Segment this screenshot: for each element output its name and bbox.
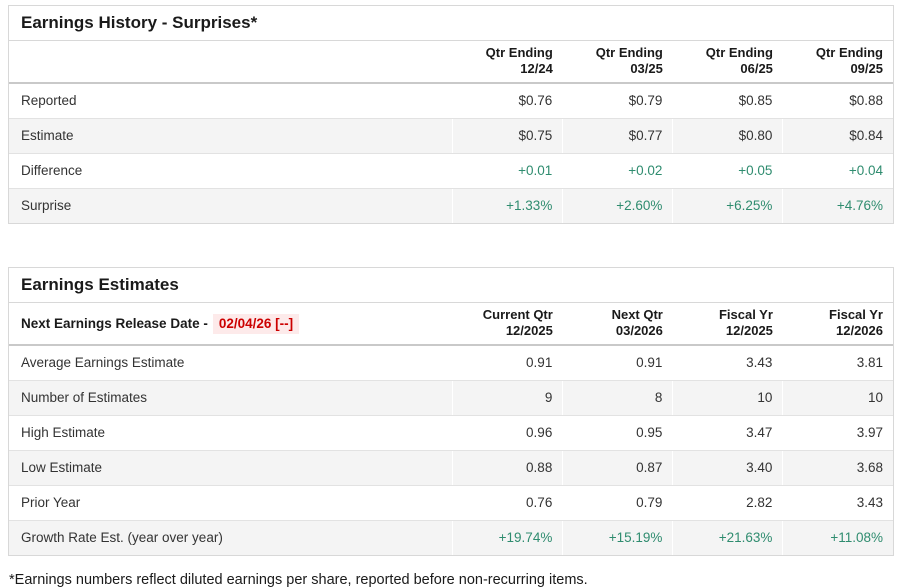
next-earnings-release: Next Earnings Release Date -02/04/26 [--… xyxy=(9,303,453,346)
row-value: 3.68 xyxy=(782,450,893,486)
row-value: 3.97 xyxy=(782,415,893,451)
row-value: $0.80 xyxy=(672,118,783,154)
earnings-history-table: Qtr Ending 12/24 Qtr Ending 03/25 Qtr En… xyxy=(9,41,893,223)
row-value: 0.76 xyxy=(452,485,563,521)
row-value: 9 xyxy=(452,380,563,416)
row-value: $0.75 xyxy=(452,118,563,154)
row-label: Difference xyxy=(9,153,453,189)
row-value: 0.95 xyxy=(562,415,673,451)
row-value: 0.91 xyxy=(562,345,673,381)
row-value: +0.05 xyxy=(672,153,783,189)
row-value: $0.85 xyxy=(672,83,783,119)
earnings-history-card: Earnings History - Surprises* Qtr Ending… xyxy=(8,5,894,224)
row-value: 8 xyxy=(562,380,673,416)
row-value: 3.40 xyxy=(672,450,783,486)
table-row: Surprise +1.33% +2.60% +6.25% +4.76% xyxy=(9,188,893,223)
row-value: $0.76 xyxy=(452,83,563,119)
table-row: Reported $0.76 $0.79 $0.85 $0.88 xyxy=(9,83,893,119)
row-value: 3.43 xyxy=(782,485,893,521)
row-value: 3.43 xyxy=(672,345,783,381)
row-label: Average Earnings Estimate xyxy=(9,345,453,381)
row-label: Reported xyxy=(9,83,453,119)
column-header-qtr-0625: Qtr Ending 06/25 xyxy=(672,41,783,84)
column-header-qtr-0325: Qtr Ending 03/25 xyxy=(562,41,673,84)
row-value: 3.81 xyxy=(782,345,893,381)
column-header-qtr-0925: Qtr Ending 09/25 xyxy=(782,41,893,84)
row-value: 0.79 xyxy=(562,485,673,521)
column-header-qtr-1224: Qtr Ending 12/24 xyxy=(452,41,563,84)
row-value: +15.19% xyxy=(562,520,673,555)
earnings-history-body: Reported $0.76 $0.79 $0.85 $0.88 Estimate $0.7… xyxy=(9,83,893,223)
row-value: $0.79 xyxy=(562,83,673,119)
row-value: +0.01 xyxy=(452,153,563,189)
table-row: Low Estimate 0.88 0.87 3.40 3.68 xyxy=(9,450,893,486)
header-spacer xyxy=(9,41,453,84)
earnings-estimates-table: Next Earnings Release Date -02/04/26 [--… xyxy=(9,303,893,555)
row-value: 0.91 xyxy=(452,345,563,381)
table-row: Growth Rate Est. (year over year) +19.74%… xyxy=(9,520,893,555)
earnings-estimates-card: Earnings Estimates Next Earnings Release… xyxy=(8,267,894,556)
release-date-label: Next Earnings Release Date - xyxy=(21,315,208,331)
row-value: 3.47 xyxy=(672,415,783,451)
table-row: High Estimate 0.96 0.95 3.47 3.97 xyxy=(9,415,893,451)
footnote: *Earnings numbers reflect diluted earnin… xyxy=(9,572,588,588)
row-value: $0.77 xyxy=(562,118,673,154)
table-row: Prior Year 0.76 0.79 2.82 3.43 xyxy=(9,485,893,521)
row-label: Surprise xyxy=(21,198,72,214)
earnings-history-header: Qtr Ending 12/24 Qtr Ending 03/25 Qtr En… xyxy=(9,41,893,84)
row-value: +21.63% xyxy=(672,520,783,555)
table-row: Number of Estimates 9 8 10 10 xyxy=(9,380,893,416)
row-value: 10 xyxy=(672,380,783,416)
row-value: 10 xyxy=(782,380,893,416)
row-value: +0.04 xyxy=(782,153,893,189)
row-label: Growth Rate Est. (year over year) xyxy=(21,530,223,546)
row-value: +19.74% xyxy=(452,520,563,555)
row-value: +2.60% xyxy=(562,188,673,223)
column-header-current-qtr: Current Qtr 12/2025 xyxy=(452,303,563,346)
row-value: 0.88 xyxy=(452,450,563,486)
column-header-fiscal-yr-2025: Fiscal Yr 12/2025 xyxy=(672,303,783,346)
earnings-history-title: Earnings History - Surprises* xyxy=(9,6,893,41)
row-label: Low Estimate xyxy=(9,450,453,486)
row-value: +4.76% xyxy=(782,188,893,223)
table-row: Difference +0.01 +0.02 +0.05 +0.04 xyxy=(9,153,893,189)
row-label: Number of Estimates xyxy=(9,380,453,416)
row-value: 0.87 xyxy=(562,450,673,486)
column-header-fiscal-yr-2026: Fiscal Yr 12/2026 xyxy=(782,303,893,346)
row-label: Prior Year xyxy=(9,485,453,521)
row-value: +0.02 xyxy=(562,153,673,189)
row-label: High Estimate xyxy=(9,415,453,451)
table-row: Average Earnings Estimate 0.91 0.91 3.43 3.8… xyxy=(9,345,893,381)
table-row: Estimate $0.75 $0.77 $0.80 $0.84 xyxy=(9,118,893,154)
row-value: $0.88 xyxy=(782,83,893,119)
row-label: Estimate xyxy=(9,118,453,154)
row-value: +6.25% xyxy=(672,188,783,223)
earnings-estimates-title: Earnings Estimates xyxy=(9,268,893,303)
row-value: 2.82 xyxy=(672,485,783,521)
row-value: $0.84 xyxy=(782,118,893,154)
earnings-estimates-body: Average Earnings Estimate 0.91 0.91 3.43 3.8… xyxy=(9,345,893,555)
row-value: +1.33% xyxy=(452,188,563,223)
row-value: +11.08% xyxy=(782,520,893,555)
row-value: 0.96 xyxy=(452,415,563,451)
release-date-value: 02/04/26 [--] xyxy=(212,313,300,334)
column-header-next-qtr: Next Qtr 03/2026 xyxy=(562,303,673,346)
earnings-estimates-header: Next Earnings Release Date -02/04/26 [--… xyxy=(9,303,893,346)
